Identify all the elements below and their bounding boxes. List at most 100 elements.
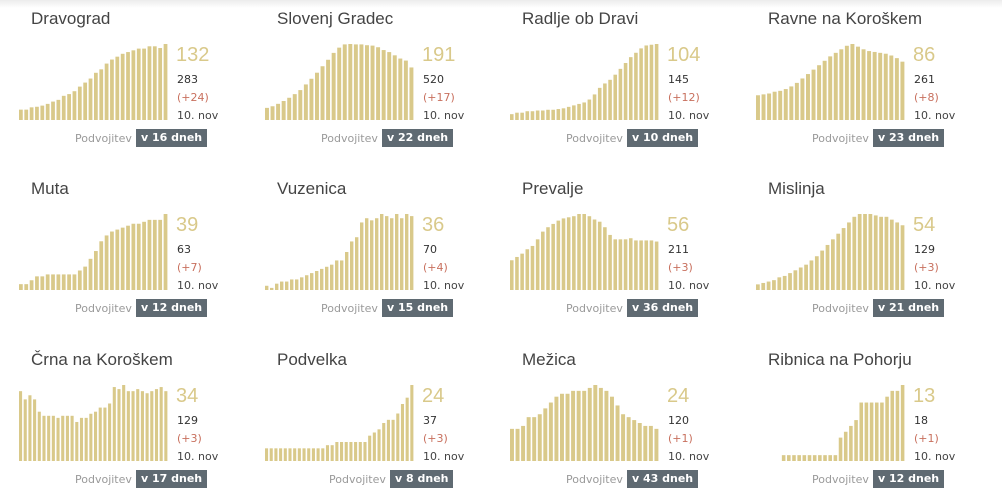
current-active-value: 54 bbox=[913, 214, 936, 236]
bar bbox=[281, 101, 286, 120]
bar bbox=[269, 448, 273, 461]
municipality-panel: Slovenj Gradec 191 520 (+17) 10. nov Podvojit… bbox=[265, 0, 511, 170]
bar bbox=[164, 391, 168, 461]
bar bbox=[142, 221, 146, 290]
bar bbox=[556, 220, 561, 290]
bar bbox=[654, 241, 659, 290]
bar bbox=[94, 411, 98, 461]
municipality-panel: Muta 39 63 (+7) 10. nov Podvojitev v 12 dneh bbox=[19, 170, 265, 340]
bar bbox=[158, 48, 163, 120]
bar bbox=[376, 47, 381, 120]
chart-title: Muta bbox=[31, 179, 69, 198]
bar bbox=[385, 216, 389, 290]
bar bbox=[885, 396, 889, 461]
bar bbox=[372, 432, 376, 461]
municipality-panel: Ribnica na Pohorju 13 18 (+1) 10. nov Podvoji… bbox=[756, 341, 1002, 494]
bar bbox=[863, 214, 867, 290]
bar bbox=[115, 229, 120, 290]
bar bbox=[548, 402, 553, 461]
bar bbox=[320, 268, 324, 290]
date-label: 10. nov bbox=[423, 279, 465, 292]
bar bbox=[794, 82, 799, 120]
bar bbox=[83, 266, 88, 290]
bar bbox=[350, 241, 354, 290]
bar bbox=[772, 91, 777, 120]
bar bbox=[521, 425, 526, 461]
bar bbox=[104, 235, 109, 290]
bar bbox=[152, 46, 157, 120]
bar bbox=[309, 78, 314, 120]
bar bbox=[108, 403, 112, 461]
bar bbox=[280, 281, 284, 290]
bar bbox=[561, 108, 566, 120]
chart-title: Ravne na Koroškem bbox=[768, 9, 923, 28]
bar bbox=[56, 417, 60, 461]
bar bbox=[392, 55, 397, 120]
bar bbox=[608, 79, 612, 120]
current-active-value: 39 bbox=[176, 214, 199, 236]
bar bbox=[844, 45, 849, 120]
bar bbox=[316, 448, 320, 461]
bar bbox=[864, 402, 869, 461]
bar bbox=[79, 417, 84, 461]
bar bbox=[828, 455, 832, 461]
bar bbox=[303, 84, 308, 120]
bar bbox=[290, 279, 294, 290]
bar bbox=[131, 391, 135, 461]
total-cases: 70 bbox=[423, 243, 437, 256]
bar bbox=[854, 420, 858, 461]
bar bbox=[797, 455, 801, 461]
bar bbox=[29, 280, 34, 290]
bar bbox=[340, 260, 344, 290]
bar bbox=[634, 52, 638, 120]
bar bbox=[363, 442, 367, 461]
bar bbox=[288, 448, 292, 461]
bar bbox=[24, 109, 29, 120]
bar bbox=[532, 417, 537, 461]
top-shadow bbox=[0, 0, 1002, 8]
doubling-badge: v 21 dneh bbox=[873, 299, 945, 317]
bar bbox=[587, 99, 592, 120]
bar bbox=[761, 282, 766, 290]
bar bbox=[98, 407, 102, 461]
daily-change: (+12) bbox=[668, 91, 700, 104]
bar bbox=[604, 390, 609, 461]
date-label: 10. nov bbox=[177, 279, 219, 292]
bar bbox=[51, 274, 55, 290]
bar bbox=[72, 91, 77, 120]
bar bbox=[639, 240, 643, 290]
bar bbox=[83, 82, 88, 120]
date-label: 10. nov bbox=[668, 450, 710, 463]
bar bbox=[131, 223, 136, 290]
bar bbox=[822, 60, 827, 120]
bar bbox=[623, 239, 628, 290]
bar bbox=[19, 284, 23, 290]
bar bbox=[560, 393, 564, 461]
bar bbox=[398, 58, 403, 120]
bar bbox=[405, 214, 409, 290]
bar bbox=[777, 277, 782, 290]
bar bbox=[61, 274, 66, 290]
bar-chart bbox=[756, 214, 905, 290]
chart-title: Podvelka bbox=[277, 350, 347, 369]
bar bbox=[285, 281, 289, 290]
bar bbox=[292, 94, 297, 120]
bar bbox=[879, 216, 883, 290]
daily-change: (+3) bbox=[423, 432, 448, 445]
bar bbox=[387, 52, 392, 120]
bar bbox=[377, 429, 381, 461]
bar bbox=[756, 284, 760, 290]
bar bbox=[279, 448, 283, 461]
bar bbox=[576, 390, 581, 461]
chart-title: Dravograd bbox=[31, 9, 111, 28]
bar bbox=[566, 217, 571, 290]
bar bbox=[405, 397, 409, 461]
current-active-value: 13 bbox=[913, 385, 936, 407]
bar-chart bbox=[510, 385, 659, 461]
bar bbox=[654, 428, 659, 461]
total-cases: 37 bbox=[423, 414, 437, 427]
bar bbox=[850, 44, 855, 120]
bar bbox=[787, 455, 791, 461]
bar bbox=[302, 448, 306, 461]
daily-change: (+3) bbox=[668, 261, 693, 274]
